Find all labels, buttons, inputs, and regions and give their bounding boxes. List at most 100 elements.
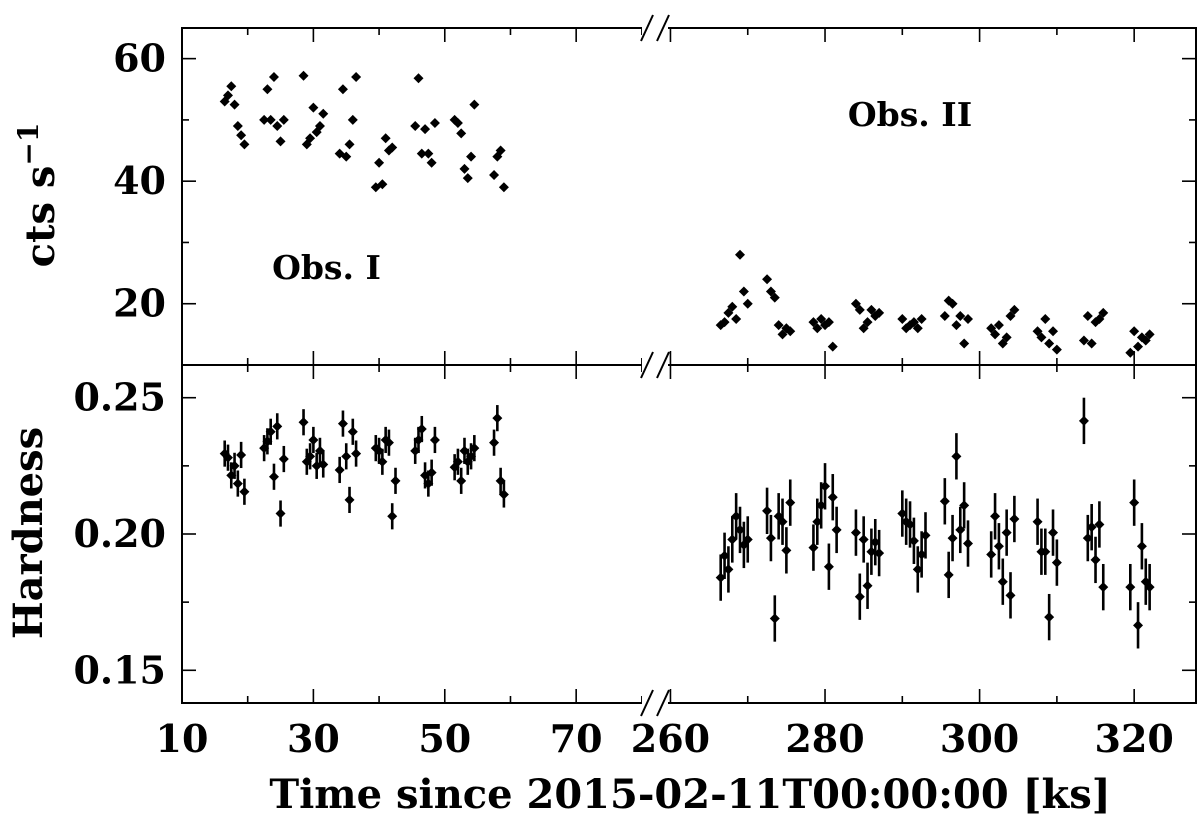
data-point-hardness-1-1 — [719, 550, 730, 561]
data-point-hardness-0-29 — [377, 456, 388, 467]
x-tick-label-260: 260 — [631, 716, 710, 761]
data-point-hardness-0-4 — [232, 478, 243, 489]
data-point-hardness-0-26 — [351, 448, 362, 459]
data-point-hardness-1-52 — [1040, 546, 1051, 557]
data-point-rate-1-49 — [1036, 332, 1047, 343]
data-point-hardness-0-23 — [341, 451, 352, 462]
x-tick-label-10: 10 — [156, 716, 209, 761]
data-point-rate-0-1 — [222, 90, 233, 101]
data-point-hardness-0-6 — [239, 486, 250, 497]
data-point-rate-0-25 — [347, 114, 358, 125]
data-point-rate-0-46 — [469, 99, 480, 110]
data-point-rate-0-8 — [262, 84, 273, 95]
data-point-rate-1-14 — [785, 326, 796, 337]
data-point-rate-0-20 — [318, 108, 329, 119]
data-point-hardness-1-49 — [1009, 514, 1020, 525]
data-point-hardness-1-36 — [939, 496, 950, 507]
data-point-rate-1-11 — [773, 320, 784, 331]
y-axis-title-hardness: Hardness — [5, 427, 52, 639]
data-point-hardness-1-23 — [854, 591, 865, 602]
data-point-hardness-1-47 — [1001, 527, 1012, 538]
data-point-hardness-0-48 — [489, 437, 500, 448]
data-point-hardness-1-53 — [1044, 612, 1055, 623]
data-point-hardness-0-25 — [347, 426, 358, 437]
data-point-rate-0-9 — [265, 114, 276, 125]
data-point-hardness-1-8 — [762, 505, 773, 516]
data-point-hardness-1-15 — [808, 542, 819, 553]
data-point-hardness-1-63 — [1129, 497, 1140, 508]
data-point-rate-1-28 — [897, 314, 908, 325]
panel-frames — [181, 27, 1197, 704]
data-point-hardness-1-62 — [1125, 582, 1136, 593]
data-point-hardness-1-46 — [997, 576, 1008, 587]
data-point-rate-0-6 — [239, 139, 250, 150]
data-point-rate-1-37 — [951, 320, 962, 331]
data-point-hardness-0-31 — [383, 437, 394, 448]
data-point-rate-0-12 — [275, 136, 286, 147]
data-point-hardness-1-26 — [866, 546, 877, 557]
data-point-rate-0-24 — [344, 139, 355, 150]
data-point-hardness-0-1 — [222, 452, 233, 463]
data-point-hardness-1-43 — [986, 549, 997, 560]
data-point-rate-0-49 — [495, 145, 506, 156]
data-point-rate-0-44 — [462, 173, 473, 184]
data-point-hardness-1-38 — [947, 533, 958, 544]
data-point-rate-1-36 — [947, 298, 958, 309]
data-point-rate-1-56 — [1086, 338, 1097, 349]
data-point-hardness-1-34 — [916, 549, 927, 560]
data-point-hardness-1-65 — [1136, 541, 1147, 552]
data-point-rate-0-33 — [410, 121, 421, 132]
data-point-rate-1-53 — [1051, 344, 1062, 355]
y-tick-label-0-0: 20 — [113, 281, 166, 326]
data-point-hardness-1-27 — [870, 537, 881, 548]
annotation-obs-ii: Obs. II — [848, 95, 972, 134]
data-point-hardness-1-13 — [781, 545, 792, 556]
data-point-hardness-0-16 — [305, 451, 316, 462]
data-point-hardness-1-9 — [765, 533, 776, 544]
tick-labels: 10 30 50 70 260 280 300 320 20 40 60 0.15 0.20 0.25 — [73, 36, 1173, 761]
data-point-rate-0-50 — [498, 182, 509, 193]
data-point-rate-0-3 — [229, 99, 240, 110]
x-tick-label-280: 280 — [785, 716, 864, 761]
data-point-hardness-1-56 — [1078, 415, 1089, 426]
x-tick-label-300: 300 — [940, 716, 1019, 761]
data-point-rate-1-32 — [912, 323, 923, 334]
data-point-rate-0-14 — [298, 70, 309, 81]
data-point-hardness-1-19 — [823, 561, 834, 572]
data-point-hardness-1-22 — [850, 527, 861, 538]
data-point-rate-1-22 — [854, 304, 865, 315]
data-point-hardness-1-67 — [1144, 582, 1155, 593]
data-points — [219, 70, 1155, 649]
data-point-rate-1-60 — [1125, 347, 1136, 358]
data-point-rate-0-5 — [236, 130, 247, 141]
data-point-hardness-1-44 — [990, 511, 1001, 522]
axis-break-slash-b-2 — [656, 689, 670, 717]
data-point-rate-1-20 — [827, 341, 838, 352]
data-point-hardness-1-64 — [1133, 620, 1144, 631]
data-point-hardness-1-57 — [1082, 533, 1093, 544]
data-point-rate-1-52 — [1048, 326, 1059, 337]
data-point-hardness-0-47 — [469, 443, 480, 454]
data-point-hardness-1-41 — [959, 500, 970, 511]
y-tick-label-1-0: 0.15 — [73, 647, 166, 692]
data-point-rate-0-7 — [259, 114, 270, 125]
data-point-rate-0-28 — [374, 157, 385, 168]
data-point-hardness-1-61 — [1098, 582, 1109, 593]
data-point-rate-0-34 — [413, 73, 424, 84]
data-point-rate-1-54 — [1078, 335, 1089, 346]
data-point-rate-0-26 — [351, 72, 362, 83]
data-point-rate-1-45 — [1001, 332, 1012, 343]
data-point-rate-0-10 — [268, 72, 279, 83]
axis-break-slash-b-0 — [656, 14, 670, 42]
data-point-hardness-1-59 — [1090, 554, 1101, 565]
y-tick-label-1-2: 0.25 — [73, 375, 166, 420]
data-point-hardness-1-20 — [827, 492, 838, 503]
data-point-rate-0-32 — [387, 142, 398, 153]
data-point-rate-0-17 — [308, 102, 319, 113]
data-point-hardness-1-25 — [862, 580, 873, 591]
data-point-rate-1-10 — [769, 292, 780, 303]
data-point-hardness-1-48 — [1005, 590, 1016, 601]
data-point-hardness-1-28 — [874, 548, 885, 559]
data-point-hardness-1-40 — [955, 524, 966, 535]
data-point-rate-0-39 — [429, 117, 440, 128]
